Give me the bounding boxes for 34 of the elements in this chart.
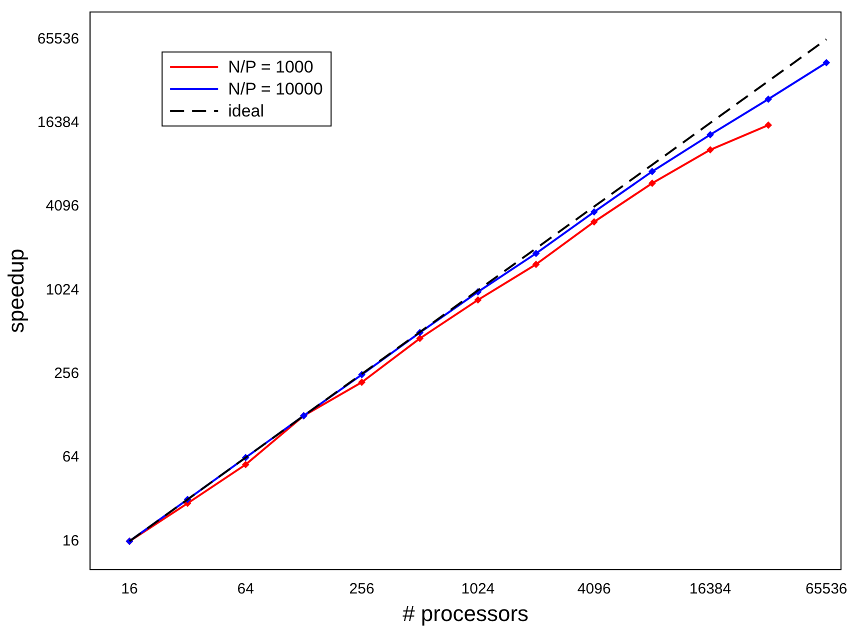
y-axis-title: speedup xyxy=(3,248,28,334)
point xyxy=(764,122,772,129)
point xyxy=(764,96,772,103)
point xyxy=(242,461,250,468)
y-tick-label: 16 xyxy=(62,532,80,550)
y-tick-label: 16384 xyxy=(37,114,80,132)
x-tick-label: 65536 xyxy=(806,580,848,598)
point xyxy=(648,168,656,175)
point xyxy=(532,250,540,257)
y-tick-label: 1024 xyxy=(46,281,80,298)
legend-label: N/P = 1000 xyxy=(228,58,314,77)
legend-label: ideal xyxy=(228,102,264,121)
x-tick-label: 256 xyxy=(349,580,374,598)
point xyxy=(706,131,714,138)
point xyxy=(532,260,540,268)
point xyxy=(358,378,366,386)
x-tick-label: 4096 xyxy=(577,580,611,598)
x-tick-label: 1024 xyxy=(461,580,495,598)
point xyxy=(590,208,598,216)
y-tick-label: 64 xyxy=(62,448,80,466)
y-tick-label: 4096 xyxy=(46,198,80,215)
point xyxy=(416,334,424,342)
x-tick-label: 16384 xyxy=(689,580,732,598)
point xyxy=(648,180,656,187)
point xyxy=(822,59,830,66)
point xyxy=(474,296,482,304)
x-axis-title: # processors xyxy=(402,600,529,626)
point xyxy=(590,218,598,226)
x-tick-label: 16 xyxy=(121,580,138,598)
y-tick-label: 256 xyxy=(54,365,80,382)
point xyxy=(706,146,714,154)
legend-label: N/P = 10000 xyxy=(228,80,323,99)
x-tick-label: 64 xyxy=(237,580,254,598)
y-tick-label: 65536 xyxy=(37,30,80,48)
